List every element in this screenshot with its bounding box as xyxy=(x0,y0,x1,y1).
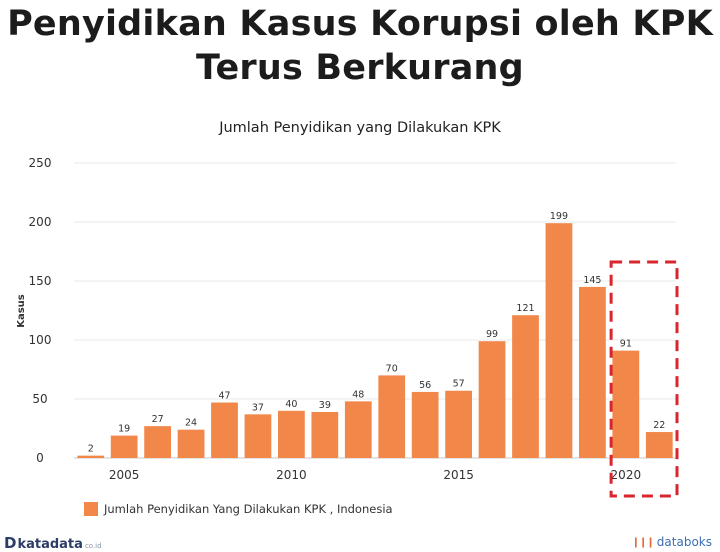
headline: Penyidikan Kasus Korupsi oleh KPK Terus … xyxy=(0,2,720,90)
bar xyxy=(244,414,272,458)
bar xyxy=(445,390,472,458)
x-tick-label: 2020 xyxy=(611,468,642,482)
bar xyxy=(512,315,539,458)
bar xyxy=(344,401,372,458)
bar xyxy=(311,411,339,458)
bar xyxy=(211,402,238,458)
data-label: 57 xyxy=(453,379,465,390)
y-tick-label: 200 xyxy=(29,215,52,229)
data-label: 121 xyxy=(516,303,534,314)
data-label: 199 xyxy=(550,211,568,222)
y-tick-label: 50 xyxy=(32,392,47,406)
bar xyxy=(645,432,673,458)
highlight-box xyxy=(609,260,679,498)
headline-line-1: Penyidikan Kasus Korupsi oleh KPK xyxy=(7,4,713,44)
bar xyxy=(612,350,640,458)
data-label: 37 xyxy=(252,402,264,413)
legend-label: Jumlah Penyidikan Yang Dilakukan KPK , I… xyxy=(104,502,393,516)
data-label: 24 xyxy=(185,418,197,429)
bar xyxy=(177,429,205,458)
data-label: 2 xyxy=(88,444,94,455)
bar xyxy=(110,435,138,458)
y-tick-label: 100 xyxy=(29,333,52,347)
x-tick-label: 2005 xyxy=(109,468,140,482)
bar xyxy=(278,410,305,458)
bar xyxy=(77,455,105,458)
y-tick-label: 0 xyxy=(36,451,44,465)
bar xyxy=(378,375,406,458)
katadata-logo-suffix: co.id xyxy=(84,542,102,550)
data-label: 99 xyxy=(486,329,498,340)
data-label: 70 xyxy=(386,363,398,374)
databoks-logo: ❙❙❙ databoks xyxy=(632,535,712,549)
data-label: 48 xyxy=(352,389,364,400)
data-label: 19 xyxy=(118,424,130,435)
y-tick-label: 150 xyxy=(29,274,52,288)
y-tick-label: 250 xyxy=(29,156,52,170)
databoks-logo-name: databoks xyxy=(656,535,712,549)
bar xyxy=(411,391,439,458)
katadata-logo-name: katadata xyxy=(17,537,83,552)
headline-line-2: Terus Berkurang xyxy=(196,48,524,88)
bar xyxy=(144,426,171,458)
data-label: 47 xyxy=(218,391,230,402)
katadata-logo-mark: D xyxy=(4,534,17,552)
data-label: 40 xyxy=(285,399,297,410)
legend-swatch xyxy=(84,502,98,516)
data-label: 39 xyxy=(319,400,331,411)
legend: Jumlah Penyidikan Yang Dilakukan KPK , I… xyxy=(84,502,393,516)
data-label: 27 xyxy=(152,414,164,425)
x-tick-label: 2015 xyxy=(443,468,474,482)
databoks-logo-icon: ❙❙❙ xyxy=(631,536,655,548)
bar xyxy=(545,223,573,458)
y-axis-label: Kasus xyxy=(16,294,27,328)
katadata-logo: D katadata co.id xyxy=(4,534,102,552)
bar xyxy=(478,341,506,458)
bar xyxy=(579,286,606,458)
x-tick-label: 2010 xyxy=(276,468,307,482)
chart-title: Jumlah Penyidikan yang Dilakukan KPK xyxy=(219,120,501,136)
data-label: 22 xyxy=(653,420,665,431)
data-label: 145 xyxy=(583,275,601,286)
data-label: 56 xyxy=(419,380,431,391)
data-label: 91 xyxy=(620,339,632,350)
